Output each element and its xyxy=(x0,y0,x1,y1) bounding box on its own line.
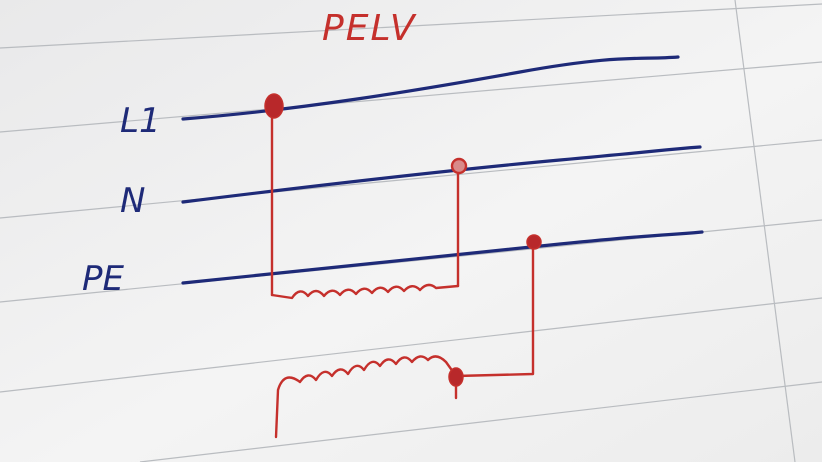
junctions xyxy=(264,93,542,387)
label-pe: PE xyxy=(82,259,125,299)
ruled-line xyxy=(139,381,822,462)
wire-pe-drop xyxy=(454,241,535,378)
diagram-title: PELV xyxy=(322,8,417,49)
junction-pe xyxy=(526,234,542,250)
conductor-n xyxy=(181,145,702,204)
ruled-line xyxy=(0,139,822,219)
junction-load-2 xyxy=(448,367,464,387)
load-1-circuit xyxy=(270,103,460,300)
conductor-pe xyxy=(181,230,704,285)
ruled-line xyxy=(0,3,822,49)
junction-l1 xyxy=(264,93,284,119)
label-n: N xyxy=(120,181,145,221)
ruled-line xyxy=(0,61,822,133)
margin-line xyxy=(734,0,796,462)
label-l1: L1 xyxy=(120,101,161,141)
junction-n xyxy=(450,157,468,175)
load-2-coil xyxy=(274,355,458,439)
ruled-line xyxy=(0,297,822,393)
load-1-coil xyxy=(270,283,460,300)
